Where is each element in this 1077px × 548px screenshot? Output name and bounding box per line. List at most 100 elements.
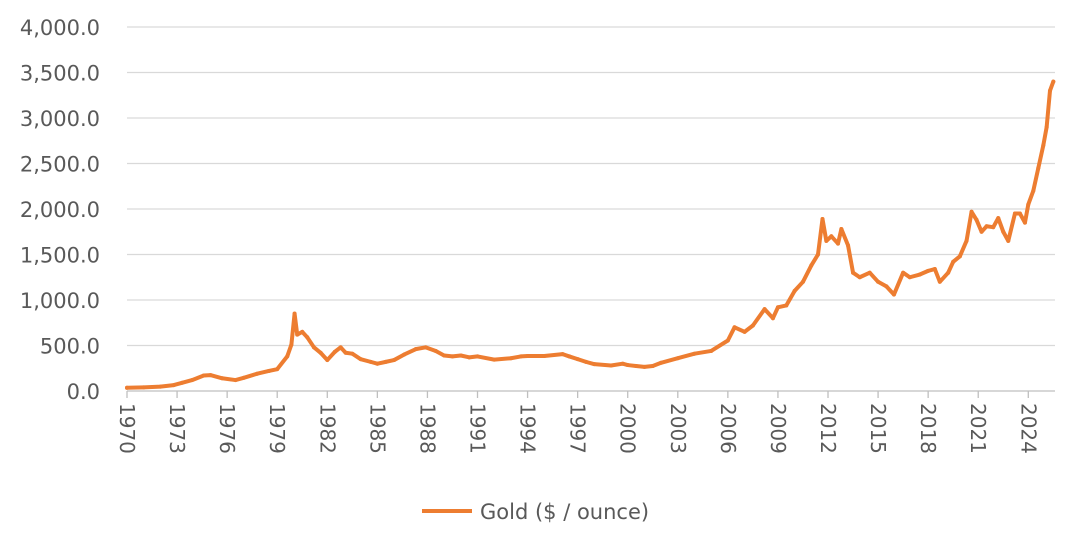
data-point bbox=[846, 243, 851, 248]
data-point bbox=[350, 351, 355, 356]
data-point bbox=[770, 316, 775, 321]
y-tick-label: 2,000.0 bbox=[20, 198, 100, 222]
data-point bbox=[1012, 211, 1017, 216]
data-point bbox=[338, 345, 343, 350]
y-tick-label: 4,000.0 bbox=[20, 16, 100, 40]
y-axis: 0.0 500.0 1,000.0 1,500.0 2,000.0 2,500.0 3,00… bbox=[20, 16, 100, 404]
data-point bbox=[508, 356, 513, 361]
x-tick-label: 1988 bbox=[415, 403, 439, 454]
data-point bbox=[458, 353, 463, 358]
data-point bbox=[659, 360, 664, 365]
data-point bbox=[450, 354, 455, 359]
data-point bbox=[289, 342, 294, 347]
data-point bbox=[829, 234, 834, 239]
y-tick-label: 3,000.0 bbox=[20, 107, 100, 131]
data-point bbox=[937, 279, 942, 284]
y-tick-label: 0.0 bbox=[67, 380, 100, 404]
data-point bbox=[820, 217, 825, 222]
x-tick-label: 1997 bbox=[566, 403, 590, 454]
data-point bbox=[762, 307, 767, 312]
data-point bbox=[442, 353, 447, 358]
data-point bbox=[1031, 188, 1036, 193]
data-point bbox=[809, 263, 814, 268]
data-point bbox=[815, 252, 820, 257]
data-point bbox=[907, 275, 912, 280]
data-point bbox=[180, 380, 185, 385]
data-point bbox=[792, 288, 797, 293]
x-tick-label: 2000 bbox=[616, 403, 640, 454]
data-point bbox=[208, 373, 213, 378]
data-point bbox=[467, 355, 472, 360]
data-point bbox=[984, 224, 989, 229]
x-tick-label: 2006 bbox=[716, 403, 740, 454]
data-point bbox=[996, 216, 1001, 221]
data-point bbox=[979, 229, 984, 234]
data-point bbox=[974, 217, 979, 222]
data-point bbox=[292, 311, 297, 316]
data-point bbox=[158, 384, 163, 389]
data-point bbox=[1044, 125, 1049, 130]
data-point bbox=[839, 227, 844, 232]
data-point bbox=[991, 225, 996, 230]
x-axis: 1970 1973 1976 1979 1982 1985 1988 1991 1994 1997… bbox=[115, 390, 1055, 454]
data-point bbox=[233, 378, 238, 383]
data-point bbox=[609, 363, 614, 368]
x-tick-label: 2003 bbox=[666, 403, 690, 454]
data-point bbox=[620, 361, 625, 366]
data-point bbox=[375, 361, 380, 366]
data-point bbox=[392, 358, 397, 363]
data-point bbox=[1006, 238, 1011, 243]
data-point bbox=[475, 354, 480, 359]
legend-label: Gold ($ / ounce) bbox=[480, 500, 649, 524]
data-point bbox=[750, 323, 755, 328]
x-tick-label: 1973 bbox=[165, 403, 189, 454]
data-point bbox=[732, 325, 737, 330]
data-point bbox=[295, 332, 300, 337]
y-tick-label: 1,000.0 bbox=[20, 289, 100, 313]
x-tick-label: 2024 bbox=[1016, 403, 1040, 454]
data-point bbox=[220, 376, 225, 381]
series-line-gold bbox=[125, 79, 1056, 390]
data-point bbox=[201, 373, 206, 378]
data-point bbox=[625, 363, 630, 368]
data-point bbox=[725, 338, 730, 343]
data-point bbox=[742, 329, 747, 334]
data-point bbox=[709, 348, 714, 353]
x-tick-label: 2018 bbox=[916, 403, 940, 454]
data-point bbox=[141, 385, 146, 390]
x-tick-label: 1991 bbox=[466, 403, 490, 454]
data-point bbox=[951, 259, 956, 264]
data-point bbox=[332, 349, 337, 354]
data-point bbox=[305, 335, 310, 340]
data-point bbox=[560, 352, 565, 357]
x-tick-label: 2009 bbox=[766, 403, 790, 454]
y-tick-label: 1,500.0 bbox=[20, 244, 100, 268]
x-tick-label: 1985 bbox=[365, 403, 389, 454]
data-point bbox=[642, 364, 647, 369]
data-point bbox=[1017, 211, 1022, 216]
data-point bbox=[1041, 143, 1046, 148]
data-point bbox=[926, 268, 931, 273]
data-point bbox=[325, 358, 330, 363]
data-point bbox=[171, 383, 176, 388]
data-point bbox=[358, 357, 363, 362]
y-tick-label: 2,500.0 bbox=[20, 153, 100, 177]
data-point bbox=[1001, 229, 1006, 234]
data-point bbox=[969, 209, 974, 214]
data-point bbox=[800, 279, 805, 284]
data-point bbox=[285, 354, 290, 359]
data-point bbox=[775, 305, 780, 310]
data-point bbox=[567, 354, 572, 359]
data-point bbox=[583, 359, 588, 364]
x-tick-label: 2021 bbox=[966, 403, 990, 454]
data-point bbox=[884, 284, 889, 289]
data-point bbox=[492, 357, 497, 362]
x-tick-label: 1994 bbox=[516, 403, 540, 454]
data-point bbox=[1036, 166, 1041, 171]
data-point bbox=[1047, 88, 1052, 93]
data-point bbox=[255, 371, 260, 376]
data-point bbox=[311, 345, 316, 350]
data-point bbox=[300, 329, 305, 334]
data-point bbox=[784, 303, 789, 308]
data-point bbox=[125, 385, 129, 390]
